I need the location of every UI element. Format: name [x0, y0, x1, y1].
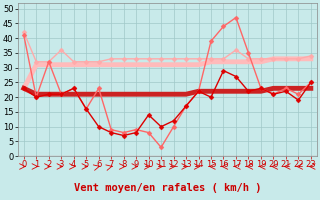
X-axis label: Vent moyen/en rafales ( km/h ): Vent moyen/en rafales ( km/h ) — [74, 183, 261, 193]
